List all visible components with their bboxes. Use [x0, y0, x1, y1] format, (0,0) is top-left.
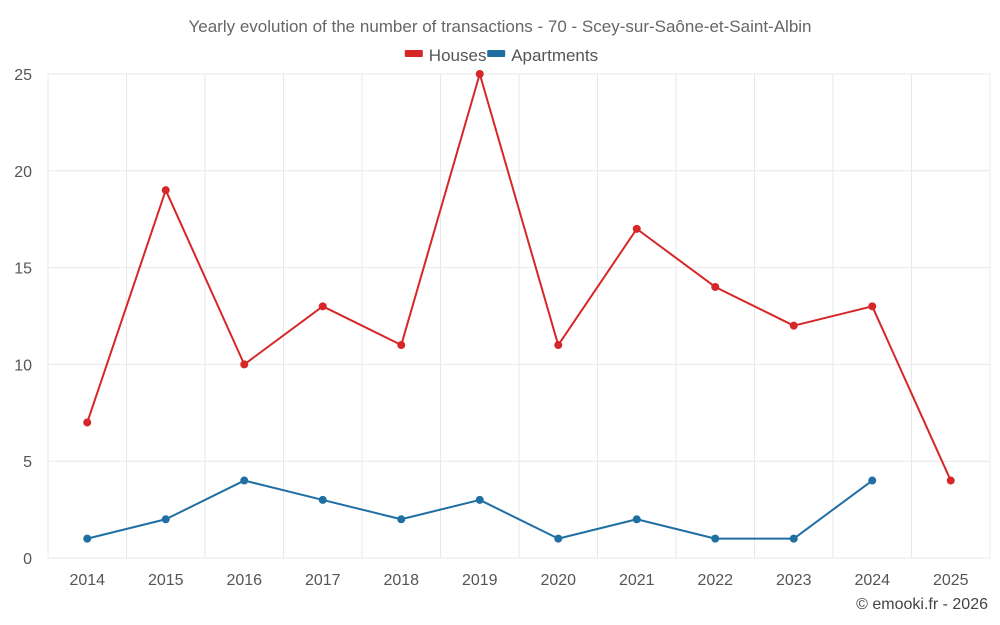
chart-title: Yearly evolution of the number of transa…: [188, 17, 811, 36]
data-point-apartments[interactable]: [789, 534, 798, 543]
data-point-houses[interactable]: [161, 186, 170, 195]
x-tick-label: 2019: [462, 572, 498, 589]
data-point-houses[interactable]: [946, 476, 955, 485]
y-tick-label: 15: [14, 261, 32, 278]
data-point-houses[interactable]: [868, 302, 877, 311]
data-point-apartments[interactable]: [632, 515, 641, 524]
data-point-houses[interactable]: [711, 282, 720, 291]
data-point-houses[interactable]: [789, 321, 798, 330]
x-tick-label: 2025: [933, 572, 969, 589]
x-tick-label: 2015: [148, 572, 184, 589]
y-tick-label: 5: [23, 454, 32, 471]
x-tick-label: 2024: [854, 572, 890, 589]
x-tick-label: 2018: [383, 572, 419, 589]
x-tick-label: 2016: [226, 572, 262, 589]
legend-label-houses[interactable]: Houses: [429, 46, 487, 65]
data-point-apartments[interactable]: [711, 534, 720, 543]
data-point-houses[interactable]: [318, 302, 327, 311]
y-tick-label: 25: [14, 67, 32, 84]
y-tick-label: 0: [23, 551, 32, 568]
data-point-apartments[interactable]: [240, 476, 249, 485]
data-point-apartments[interactable]: [397, 515, 406, 524]
credit-text: © emooki.fr - 2026: [856, 596, 988, 613]
data-point-houses[interactable]: [83, 418, 92, 427]
data-point-apartments[interactable]: [83, 534, 92, 543]
data-point-apartments[interactable]: [475, 495, 484, 504]
data-point-houses[interactable]: [554, 341, 563, 350]
data-point-houses[interactable]: [240, 360, 249, 369]
x-tick-label: 2022: [697, 572, 733, 589]
data-point-apartments[interactable]: [318, 495, 327, 504]
legend-swatch-apartments: [487, 50, 506, 57]
y-tick-label: 10: [14, 357, 32, 374]
series-line-houses: [86, 73, 952, 481]
y-axis: 0 5 10 15 20 25: [14, 67, 32, 568]
x-tick-label: 2017: [305, 572, 341, 589]
x-tick-label: 2020: [540, 572, 576, 589]
data-point-apartments[interactable]: [161, 515, 170, 524]
legend-swatch-houses: [404, 50, 423, 57]
y-tick-label: 20: [14, 164, 32, 181]
legend-label-apartments[interactable]: Apartments: [511, 46, 598, 65]
data-point-houses[interactable]: [475, 70, 484, 78]
legend: Houses Apartments: [404, 46, 598, 65]
x-tick-label: 2023: [776, 572, 812, 589]
grid-lines: [47, 73, 991, 559]
x-tick-label: 2021: [619, 572, 655, 589]
data-point-houses[interactable]: [397, 341, 406, 350]
data-point-apartments[interactable]: [554, 534, 563, 543]
x-tick-label: 2014: [69, 572, 105, 589]
data-point-apartments[interactable]: [868, 476, 877, 485]
series-group: [83, 70, 955, 543]
data-point-houses[interactable]: [632, 224, 641, 233]
x-axis: 2014 2015 2016 2017 2018 2019 2020 2021 2022 2023…: [69, 572, 968, 589]
